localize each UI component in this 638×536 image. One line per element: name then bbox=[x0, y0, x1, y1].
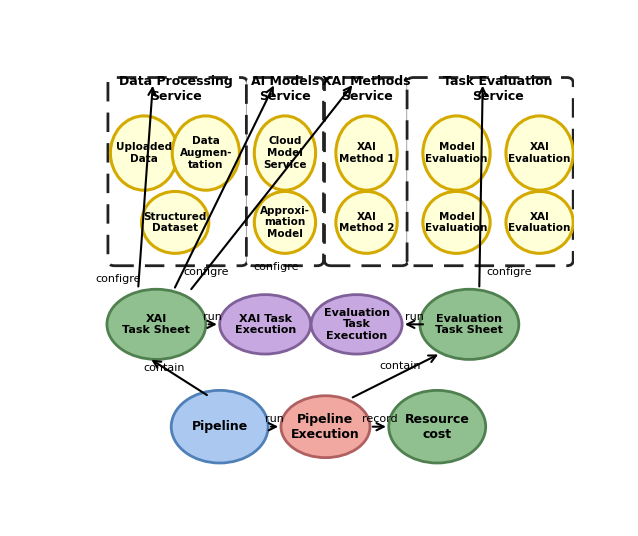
Text: Model
Evaluation: Model Evaluation bbox=[426, 142, 487, 164]
Ellipse shape bbox=[336, 116, 397, 190]
Text: record: record bbox=[362, 414, 397, 425]
Text: run: run bbox=[404, 312, 424, 322]
Ellipse shape bbox=[107, 289, 206, 360]
FancyBboxPatch shape bbox=[246, 78, 323, 266]
Text: Resource
cost: Resource cost bbox=[404, 413, 470, 441]
Ellipse shape bbox=[423, 191, 490, 254]
Text: Task Evaluation
Service: Task Evaluation Service bbox=[443, 75, 553, 102]
Text: run: run bbox=[204, 312, 222, 322]
Text: AI Models
Service: AI Models Service bbox=[251, 75, 319, 102]
Ellipse shape bbox=[506, 116, 573, 190]
Text: Data
Augmen-
tation: Data Augmen- tation bbox=[179, 137, 232, 170]
Ellipse shape bbox=[172, 116, 239, 190]
Text: XAI Methods
Service: XAI Methods Service bbox=[322, 75, 411, 102]
Ellipse shape bbox=[420, 289, 519, 360]
Ellipse shape bbox=[389, 390, 486, 463]
Ellipse shape bbox=[423, 116, 490, 190]
Ellipse shape bbox=[142, 191, 209, 254]
Text: XAI
Method 1: XAI Method 1 bbox=[339, 142, 394, 164]
Text: configre: configre bbox=[96, 274, 141, 284]
Ellipse shape bbox=[219, 295, 311, 354]
FancyBboxPatch shape bbox=[407, 78, 573, 266]
Text: configre: configre bbox=[183, 267, 228, 277]
Text: Evaluation
Task
Execution: Evaluation Task Execution bbox=[323, 308, 390, 341]
Text: run: run bbox=[265, 414, 284, 425]
Ellipse shape bbox=[255, 116, 316, 190]
Text: Structured
Dataset: Structured Dataset bbox=[144, 212, 207, 233]
Text: XAI
Evaluation: XAI Evaluation bbox=[508, 142, 571, 164]
Text: Uploaded
Data: Uploaded Data bbox=[116, 142, 172, 164]
Ellipse shape bbox=[255, 191, 316, 254]
Text: contain: contain bbox=[143, 363, 184, 374]
Text: Data Processing
Service: Data Processing Service bbox=[119, 75, 233, 102]
FancyBboxPatch shape bbox=[325, 78, 408, 266]
Text: Pipeline
Execution: Pipeline Execution bbox=[291, 413, 360, 441]
Text: XAI
Task Sheet: XAI Task Sheet bbox=[122, 314, 190, 335]
Ellipse shape bbox=[171, 390, 268, 463]
Text: XAI
Evaluation: XAI Evaluation bbox=[508, 212, 571, 233]
Text: configre: configre bbox=[254, 263, 299, 272]
Ellipse shape bbox=[110, 116, 177, 190]
Text: configre: configre bbox=[486, 267, 531, 277]
Text: contain: contain bbox=[380, 361, 421, 371]
Text: Cloud
Model
Service: Cloud Model Service bbox=[263, 137, 307, 170]
Text: Pipeline: Pipeline bbox=[191, 420, 248, 433]
Text: XAI
Method 2: XAI Method 2 bbox=[339, 212, 394, 233]
Ellipse shape bbox=[281, 396, 370, 458]
Text: Evaluation
Task Sheet: Evaluation Task Sheet bbox=[436, 314, 503, 335]
Ellipse shape bbox=[506, 191, 573, 254]
Text: Approxi-
mation
Model: Approxi- mation Model bbox=[260, 206, 310, 239]
Text: XAI Task
Execution: XAI Task Execution bbox=[235, 314, 296, 335]
FancyBboxPatch shape bbox=[108, 78, 248, 266]
Text: Model
Evaluation: Model Evaluation bbox=[426, 212, 487, 233]
Ellipse shape bbox=[336, 191, 397, 254]
Ellipse shape bbox=[311, 295, 402, 354]
